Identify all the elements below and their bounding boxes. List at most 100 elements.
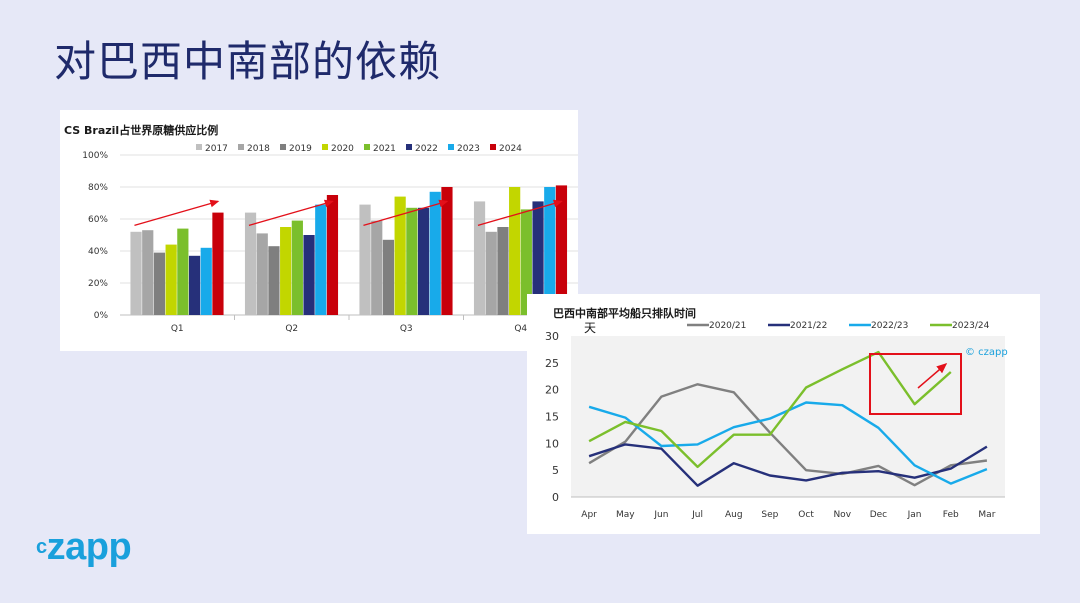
bar bbox=[473, 201, 486, 315]
x-tick-label: Jul bbox=[691, 510, 703, 520]
legend-label: 2023/24 bbox=[952, 321, 990, 331]
bar bbox=[544, 187, 556, 315]
x-tick-label: Sep bbox=[761, 510, 778, 520]
legend-label: 2020 bbox=[331, 144, 354, 154]
bar-chart: CS Brazil占世界原糖供应比例 0% 20% 40% 60% 80% 100% Q1 Q… bbox=[64, 123, 579, 334]
x-tick-label: Feb bbox=[943, 510, 959, 520]
bar bbox=[509, 187, 521, 315]
bar bbox=[315, 204, 327, 315]
x-tick-label: Q3 bbox=[400, 324, 413, 334]
y-tick-label: 80% bbox=[88, 183, 108, 193]
x-tick-label: Dec bbox=[870, 510, 887, 520]
x-tick-label: Oct bbox=[798, 510, 814, 520]
x-tick-label: Apr bbox=[581, 510, 597, 520]
bar bbox=[291, 220, 303, 315]
bar bbox=[497, 227, 509, 315]
line-plot-area bbox=[571, 336, 1005, 497]
bar bbox=[268, 246, 280, 315]
trend-arrow bbox=[477, 199, 563, 227]
y-tick-label: 5 bbox=[552, 464, 559, 477]
y-tick-label: 40% bbox=[88, 247, 108, 257]
legend-label: 2021/22 bbox=[790, 321, 827, 331]
x-tick-label: Nov bbox=[833, 510, 851, 520]
legend-swatch bbox=[490, 144, 496, 150]
bar bbox=[382, 239, 395, 315]
bar bbox=[256, 233, 268, 315]
y-tick-label: 100% bbox=[82, 151, 108, 161]
legend-swatch bbox=[196, 144, 202, 150]
bar bbox=[555, 185, 568, 315]
bar bbox=[244, 212, 257, 315]
legend-swatch bbox=[238, 144, 244, 150]
bar bbox=[429, 191, 441, 315]
legend-swatch bbox=[322, 144, 328, 150]
trend-arrow bbox=[134, 199, 220, 227]
trend-arrow bbox=[363, 199, 449, 227]
line-chart: 巴西中南部平均船只排队时间 0 5 10 15 20 25 30 Apr May Jun Jul Au… bbox=[545, 306, 1008, 520]
bar bbox=[417, 207, 430, 315]
line-chart-panel: 巴西中南部平均船只排队时间 0 5 10 15 20 25 30 Apr May Jun Jul Au… bbox=[527, 294, 1040, 534]
x-tick-label: Q1 bbox=[171, 324, 184, 334]
y-axis-unit-label: 天 bbox=[584, 321, 596, 335]
bar-chart-title: CS Brazil占世界原糖供应比例 bbox=[64, 123, 218, 137]
x-tick-label: Mar bbox=[978, 510, 995, 520]
bar bbox=[130, 231, 142, 315]
x-tick-label: Jun bbox=[653, 510, 668, 520]
bar bbox=[188, 255, 201, 315]
bar bbox=[142, 230, 154, 315]
bar bbox=[200, 247, 212, 315]
czapp-logo: czapp bbox=[36, 526, 132, 568]
series-line bbox=[588, 350, 952, 469]
series-line bbox=[588, 443, 988, 487]
legend-label: 2020/21 bbox=[709, 321, 746, 331]
bar bbox=[520, 209, 532, 315]
legend-label: 2017 bbox=[205, 144, 228, 154]
legend-label: 2022 bbox=[415, 144, 438, 154]
legend-label: 2022/23 bbox=[871, 321, 908, 331]
trend-arrow bbox=[248, 199, 334, 227]
x-tick-label: Jan bbox=[907, 510, 922, 520]
y-tick-label: 20 bbox=[545, 384, 559, 397]
bar bbox=[280, 227, 292, 315]
bar bbox=[371, 220, 383, 315]
bar bbox=[212, 212, 224, 315]
y-tick-label: 30 bbox=[545, 330, 559, 343]
y-tick-label: 25 bbox=[545, 357, 559, 370]
legend-label: 2023 bbox=[457, 144, 480, 154]
y-tick-label: 10 bbox=[545, 437, 559, 450]
bar bbox=[441, 187, 453, 315]
bar bbox=[359, 204, 371, 315]
y-tick-label: 60% bbox=[88, 215, 108, 225]
slide-title: 对巴西中南部的依赖 bbox=[54, 37, 442, 86]
bar bbox=[326, 195, 339, 315]
y-tick-label: 15 bbox=[545, 411, 559, 424]
x-tick-label: Aug bbox=[725, 510, 743, 520]
x-tick-label: Q4 bbox=[514, 324, 527, 334]
highlight-box bbox=[869, 353, 962, 415]
x-tick-label: May bbox=[616, 510, 635, 520]
y-tick-label: 0 bbox=[552, 491, 559, 504]
legend-label: 2024 bbox=[499, 144, 522, 154]
legend-swatch bbox=[406, 144, 412, 150]
bar bbox=[532, 201, 544, 315]
bar bbox=[303, 235, 315, 315]
bar-chart-panel: CS Brazil占世界原糖供应比例 0% 20% 40% 60% 80% 100% Q1 Q… bbox=[60, 110, 579, 351]
x-tick-label: Q2 bbox=[285, 324, 298, 334]
bar bbox=[406, 207, 418, 315]
y-tick-label: 20% bbox=[88, 279, 108, 289]
legend-label: 2019 bbox=[289, 144, 312, 154]
bar bbox=[153, 252, 166, 315]
bar bbox=[177, 228, 189, 315]
watermark: © czapp bbox=[965, 347, 1008, 358]
legend-label: 2021 bbox=[373, 144, 396, 154]
bar bbox=[394, 196, 406, 315]
legend-label: 2018 bbox=[247, 144, 270, 154]
series-line bbox=[588, 383, 988, 487]
legend-swatch bbox=[364, 144, 370, 150]
legend-swatch bbox=[280, 144, 286, 150]
y-tick-label: 0% bbox=[94, 311, 109, 321]
legend-swatch bbox=[448, 144, 454, 150]
line-chart-title: 巴西中南部平均船只排队时间 bbox=[553, 306, 696, 320]
trend-arrow bbox=[917, 363, 948, 389]
bar bbox=[165, 244, 177, 315]
